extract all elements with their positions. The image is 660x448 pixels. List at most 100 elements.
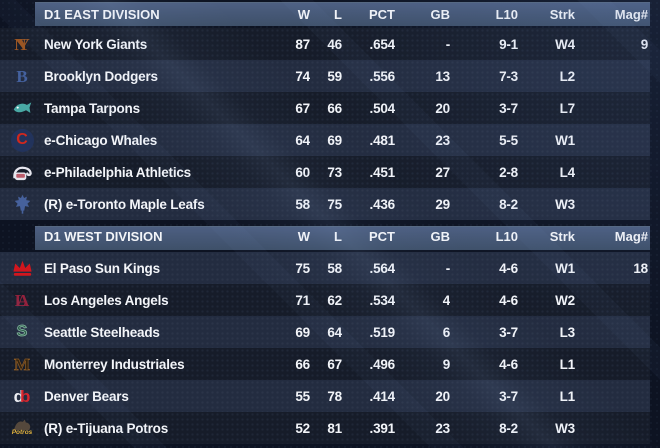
team-wins: 60: [295, 164, 310, 180]
team-name: Los Angeles Angels: [44, 292, 169, 308]
team-last-10: 8-2: [499, 420, 518, 436]
team-row[interactable]: B Brooklyn Dodgers 74 59 .556 13 7-3 L2: [0, 60, 650, 92]
m-crown-icon: M: [13, 354, 31, 374]
team-pct: .391: [369, 420, 395, 436]
red-c-whale-icon: C: [8, 126, 36, 154]
team-pct: .451: [369, 164, 395, 180]
team-streak: W3: [555, 420, 575, 436]
team-losses: 78: [327, 388, 342, 404]
team-row[interactable]: El Paso Sun Kings 75 58 .564 - 4-6 W1 18: [0, 252, 650, 284]
column-header-l: L: [334, 6, 342, 22]
team-streak: L3: [559, 324, 575, 340]
team-row[interactable]: N Y New York Giants 87 46 .654 - 9-1 W4 9: [0, 28, 650, 60]
team-streak: L4: [559, 164, 575, 180]
column-header-l10: L10: [495, 228, 518, 244]
team-row[interactable]: e-Philadelphia Athletics 60 73 .451 27 2-8 L4: [0, 156, 650, 188]
column-header-l: L: [334, 228, 342, 244]
team-wins: 64: [295, 132, 310, 148]
team-last-10: 3-7: [499, 324, 518, 340]
team-row[interactable]: Tampa Tarpons 67 66 .504 20 3-7 L7: [0, 92, 650, 124]
team-losses: 64: [327, 324, 342, 340]
division-header-bar: [35, 226, 650, 250]
team-name: New York Giants: [44, 36, 148, 52]
team-losses: 62: [327, 292, 342, 308]
team-games-back: -: [445, 36, 450, 52]
team-games-back: 6: [442, 324, 450, 340]
team-streak: L7: [559, 100, 575, 116]
team-streak: L1: [559, 388, 575, 404]
team-streak: W4: [555, 36, 575, 52]
team-row[interactable]: d b Denver Bears 55 78 .414 20 3-7 L1: [0, 380, 650, 412]
tarpon-fish-icon: [8, 94, 36, 122]
team-last-10: 9-1: [499, 36, 518, 52]
team-magic-number: 9: [640, 36, 648, 52]
team-pct: .556: [369, 68, 395, 84]
column-header-mag: Mag#: [614, 228, 648, 244]
team-row[interactable]: (R) e-Toronto Maple Leafs 58 75 .436 29 8-2 W3: [0, 188, 650, 220]
team-name: El Paso Sun Kings: [44, 260, 160, 276]
s-block-icon: S: [16, 323, 28, 340]
team-streak: L2: [559, 68, 575, 84]
team-wins: 55: [295, 388, 310, 404]
team-pct: .504: [369, 100, 395, 116]
team-name: Tampa Tarpons: [44, 100, 140, 116]
team-pct: .414: [369, 388, 395, 404]
team-losses: 46: [327, 36, 342, 52]
team-wins: 67: [295, 100, 310, 116]
division-header-west: D1 WEST DIVISION W L PCT GB L10 Strk Mag#: [0, 220, 650, 252]
team-pct: .519: [369, 324, 395, 340]
team-last-10: 8-2: [499, 196, 518, 212]
team-losses: 69: [327, 132, 342, 148]
team-pct: .654: [369, 36, 395, 52]
team-wins: 66: [295, 356, 310, 372]
team-row[interactable]: S Seattle Steelheads 69 64 .519 6 3-7 L3: [0, 316, 650, 348]
team-losses: 66: [327, 100, 342, 116]
column-header-pct: PCT: [369, 6, 395, 22]
team-row[interactable]: L A Los Angeles Angels 71 62 .534 4 4-6 W2: [0, 284, 650, 316]
team-row[interactable]: Potros (R) e-Tijuana Potros 52 81 .391 23 8-2 W…: [0, 412, 650, 444]
team-last-10: 4-6: [499, 292, 518, 308]
team-streak: W1: [555, 132, 575, 148]
column-header-strk: Strk: [549, 228, 575, 244]
team-wins: 74: [295, 68, 310, 84]
team-losses: 58: [327, 260, 342, 276]
team-name: Denver Bears: [44, 388, 129, 404]
column-header-l10: L10: [495, 6, 518, 22]
team-wins: 75: [295, 260, 310, 276]
team-last-10: 3-7: [499, 388, 518, 404]
column-header-strk: Strk: [549, 6, 575, 22]
team-streak: W2: [555, 292, 575, 308]
team-losses: 67: [327, 356, 342, 372]
team-last-10: 4-6: [499, 356, 518, 372]
crown-icon: [8, 254, 36, 282]
team-pct: .436: [369, 196, 395, 212]
team-wins: 71: [295, 292, 310, 308]
team-games-back: 29: [435, 196, 450, 212]
team-name: (R) e-Tijuana Potros: [44, 420, 169, 436]
brooklyn-b-icon: B: [16, 66, 28, 86]
team-row[interactable]: M Monterrey Industriales 66 67 .496 9 4-6 L1: [0, 348, 650, 380]
team-losses: 81: [327, 420, 342, 436]
team-pct: .496: [369, 356, 395, 372]
column-header-mag: Mag#: [614, 6, 648, 22]
team-last-10: 3-7: [499, 100, 518, 116]
team-games-back: -: [445, 260, 450, 276]
team-magic-number: 18: [633, 260, 648, 276]
team-games-back: 4: [442, 292, 450, 308]
team-games-back: 27: [435, 164, 450, 180]
division-header-east: D1 EAST DIVISION W L PCT GB L10 Strk Mag#: [0, 0, 650, 28]
column-header-w: W: [297, 6, 310, 22]
team-last-10: 2-8: [499, 164, 518, 180]
team-wins: 69: [295, 324, 310, 340]
team-games-back: 23: [435, 420, 450, 436]
team-losses: 59: [327, 68, 342, 84]
team-streak: L1: [559, 356, 575, 372]
team-last-10: 5-5: [499, 132, 518, 148]
column-header-w: W: [297, 228, 310, 244]
team-games-back: 23: [435, 132, 450, 148]
team-streak: W1: [555, 260, 575, 276]
division-title: D1 WEST DIVISION: [44, 228, 163, 244]
